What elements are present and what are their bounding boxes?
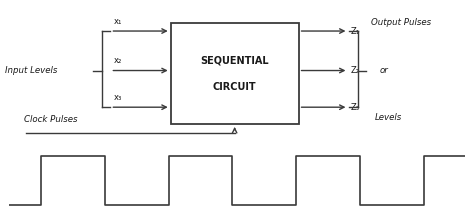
Text: Z₃: Z₃ <box>351 103 360 112</box>
Text: x₁: x₁ <box>114 17 122 26</box>
Text: Output Pulses: Output Pulses <box>371 18 431 27</box>
Text: x₃: x₃ <box>114 93 122 102</box>
Text: CIRCUIT: CIRCUIT <box>213 82 256 92</box>
Text: x₂: x₂ <box>114 56 122 65</box>
Text: Z₂: Z₂ <box>351 66 360 75</box>
Text: Input Levels: Input Levels <box>5 66 57 75</box>
Text: Levels: Levels <box>374 113 401 122</box>
Text: Clock Pulses: Clock Pulses <box>24 115 77 124</box>
Text: or: or <box>379 66 388 75</box>
Text: SEQUENTIAL: SEQUENTIAL <box>201 55 269 65</box>
Bar <box>171 23 299 124</box>
Text: Z₁: Z₁ <box>351 26 360 36</box>
